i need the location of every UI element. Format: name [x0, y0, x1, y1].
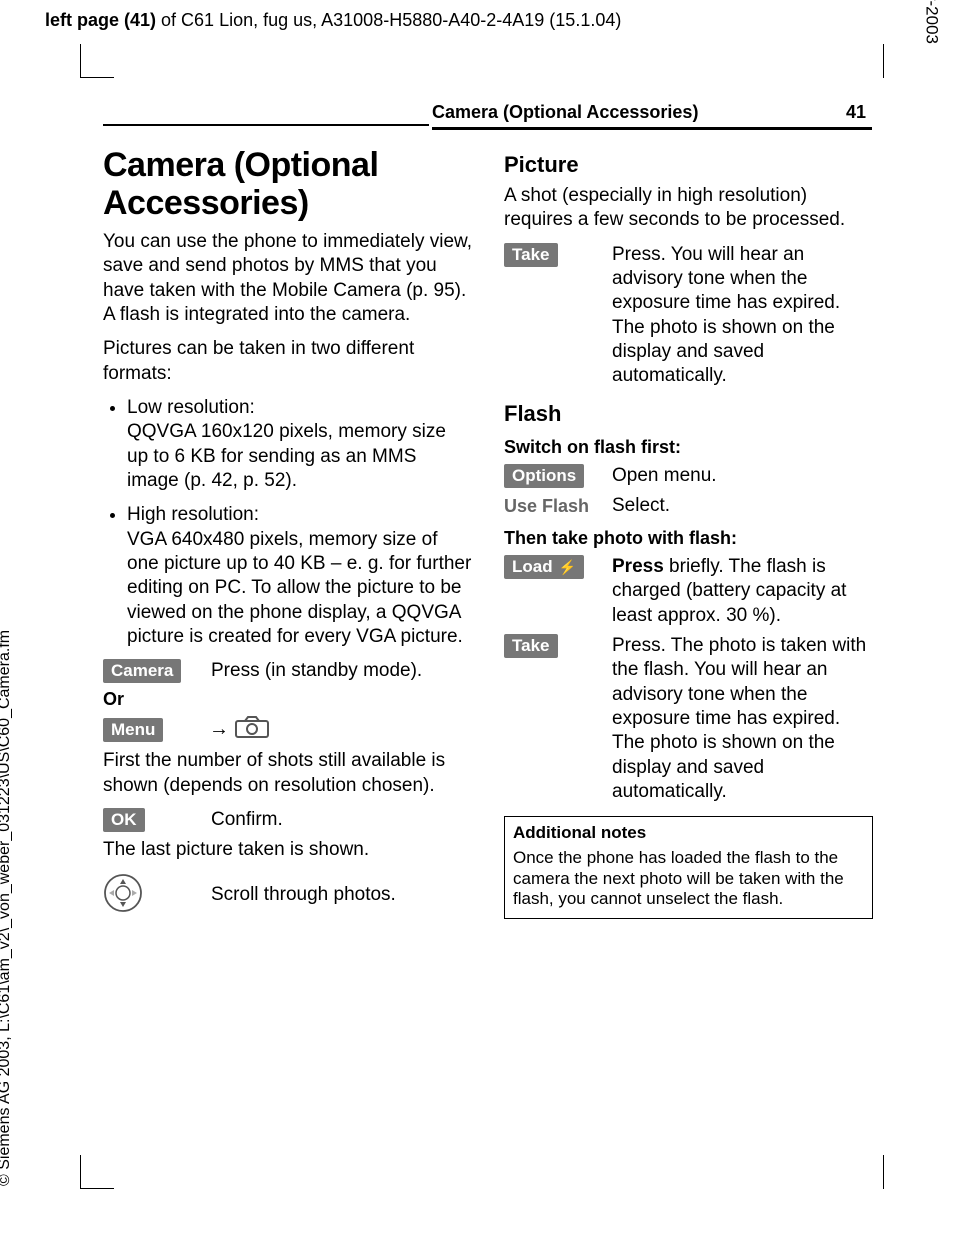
resolution-list: Low resolution: QQVGA 160x120 pixels, me…: [103, 396, 472, 649]
header-rule-left: [103, 124, 429, 126]
softkey-row-ok: OK Confirm.: [103, 808, 472, 832]
intro-paragraph-1: You can use the phone to immediately vie…: [103, 230, 472, 327]
page-number: 41: [846, 102, 872, 123]
load-softkey[interactable]: Load ⚡: [504, 555, 584, 579]
take-flash-softkey[interactable]: Take: [504, 634, 558, 658]
page-title: Camera (Optional Accessories): [103, 146, 472, 222]
list-item: Low resolution: QQVGA 160x120 pixels, me…: [127, 396, 472, 493]
crop-mark-tl: [80, 44, 115, 78]
flash-icon: ⚡: [555, 559, 576, 575]
right-column: Picture A shot (especially in high resol…: [504, 140, 873, 924]
shots-remaining-text: First the number of shots still availabl…: [103, 749, 472, 798]
crop-header-bold: left page (41): [45, 10, 156, 30]
or-label: Or: [103, 689, 472, 710]
options-softkey[interactable]: Options: [504, 464, 584, 488]
picture-heading: Picture: [504, 152, 873, 178]
use-flash-key[interactable]: Use Flash: [504, 494, 612, 517]
use-flash-instruction: Select.: [612, 494, 873, 518]
running-title: Camera (Optional Accessories): [432, 102, 698, 123]
list-item: High resolution: VGA 640x480 pixels, mem…: [127, 503, 472, 649]
ok-softkey[interactable]: OK: [103, 808, 145, 832]
nav-key-icon[interactable]: [103, 873, 143, 918]
camera-softkey[interactable]: Camera: [103, 659, 181, 683]
take-instruction: Press. You will hear an advisory tone wh…: [612, 243, 873, 389]
flash-heading: Flash: [504, 401, 873, 427]
softkey-row-load: Load ⚡ Press briefly. The flash is charg…: [504, 555, 873, 628]
menu-softkey[interactable]: Menu: [103, 718, 163, 742]
take-flash-instruction: Press. The photo is taken with the flash…: [612, 634, 873, 804]
softkey-row-useflash: Use Flash Select.: [504, 494, 873, 518]
crop-header-rest: of C61 Lion, fug us, A31008-H5880-A40-2-…: [156, 10, 621, 30]
take-softkey[interactable]: Take: [504, 243, 558, 267]
crop-mark-bl: [80, 1155, 115, 1194]
crop-mark-tr: [883, 44, 884, 83]
camera-icon: [235, 716, 269, 743]
intro-paragraph-2: Pictures can be taken in two different f…: [103, 337, 472, 386]
ok-instruction: Confirm.: [211, 808, 472, 832]
softkey-row-take: Take Press. You will hear an advisory to…: [504, 243, 873, 389]
notes-heading: Additional notes: [513, 823, 864, 844]
crop-header: left page (41) of C61 Lion, fug us, A310…: [45, 10, 894, 31]
right-margin-text: VAR Language: American; VAR issue date: …: [922, 0, 942, 44]
left-margin-text: © Siemens AG 2003, L:\C61\am_v2\_von_web…: [0, 630, 14, 1186]
softkey-row-camera: Camera Press (in standby mode).: [103, 659, 472, 683]
last-picture-text: The last picture taken is shown.: [103, 838, 472, 862]
running-header: Camera (Optional Accessories) 41: [432, 102, 872, 130]
left-column: Camera (Optional Accessories) You can us…: [103, 140, 472, 924]
options-instruction: Open menu.: [612, 464, 873, 488]
then-take-photo-heading: Then take photo with flash:: [504, 528, 873, 549]
picture-intro: A shot (especially in high resolution) r…: [504, 184, 873, 233]
load-instruction: Press briefly. The flash is charged (bat…: [612, 555, 873, 628]
arrow-icon: →: [203, 718, 235, 741]
softkey-row-menu: Menu →: [103, 716, 472, 743]
notes-body: Once the phone has loaded the flash to t…: [513, 848, 864, 910]
manual-page: left page (41) of C61 Lion, fug us, A310…: [0, 0, 954, 1246]
softkey-row-options: Options Open menu.: [504, 464, 873, 488]
additional-notes-box: Additional notes Once the phone has load…: [504, 816, 873, 919]
crop-mark-br: [883, 1155, 884, 1194]
scroll-instruction: Scroll through photos.: [211, 883, 472, 907]
camera-instruction: Press (in standby mode).: [211, 659, 472, 683]
content-columns: Camera (Optional Accessories) You can us…: [103, 140, 873, 924]
switch-on-flash-heading: Switch on flash first:: [504, 437, 873, 458]
softkey-row-take-flash: Take Press. The photo is taken with the …: [504, 634, 873, 804]
nav-row-scroll: Scroll through photos.: [103, 873, 472, 918]
